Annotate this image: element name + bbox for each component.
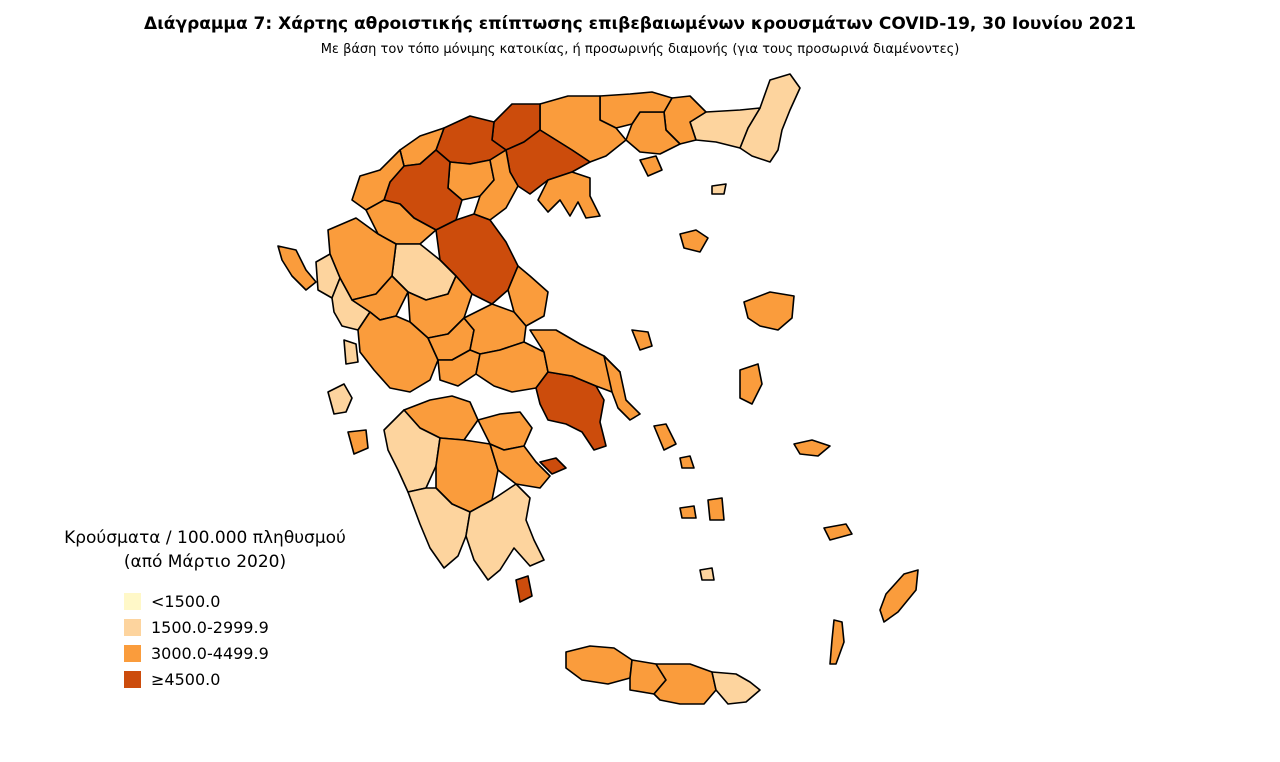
region-lakonia <box>465 483 545 581</box>
region-andros <box>653 423 677 451</box>
legend-swatch <box>124 618 141 636</box>
legend-label: <1500.0 <box>151 591 221 611</box>
region-lasithi <box>711 671 761 705</box>
region-karpathos <box>829 619 845 665</box>
region-kefallinia <box>327 383 353 415</box>
region-paros <box>679 505 697 519</box>
legend-item: ≥4500.0 <box>124 666 269 692</box>
region-kavala <box>625 111 681 155</box>
legend-item: 1500.0-2999.9 <box>124 614 269 640</box>
legend-title-line1: Κρούσματα / 100.000 πληθυσμού <box>64 528 346 548</box>
region-chalkidiki <box>537 171 601 219</box>
map-subtitle: Με βάση τον τόπο μόνιμης κατοικίας, ή πρ… <box>320 42 960 57</box>
legend-title-line2: (από Μάρτιο 2020) <box>123 552 287 572</box>
region-skyros <box>631 329 653 351</box>
region-zakynthos <box>347 429 369 455</box>
map-legend: Κρούσματα / 100.000 πληθυσμού (από Μάρτι… <box>40 526 370 689</box>
legend-label: 1500.0-2999.9 <box>151 617 269 637</box>
legend-label: ≥4500.0 <box>151 669 221 689</box>
region-santorini <box>699 567 715 581</box>
region-argolida <box>489 443 551 489</box>
region-kos <box>823 523 853 541</box>
region-evia-south <box>603 355 641 421</box>
legend-item: <1500.0 <box>124 588 269 614</box>
region-samothraki <box>711 183 727 195</box>
region-kerkyra <box>277 245 317 291</box>
legend-swatch <box>124 592 141 610</box>
legend-swatch <box>124 644 141 662</box>
legend-label: 3000.0-4499.9 <box>151 643 269 663</box>
region-thasos <box>639 155 663 177</box>
legend-item: 3000.0-4499.9 <box>124 640 269 666</box>
region-irakleio <box>653 663 717 705</box>
region-lesvos <box>743 291 795 331</box>
region-limnos <box>679 229 709 253</box>
region-chania <box>565 645 633 685</box>
region-tinos <box>679 455 695 469</box>
region-ileia <box>383 409 441 493</box>
region-chios <box>739 363 763 405</box>
region-pieria <box>473 149 519 221</box>
legend-swatch <box>124 670 141 688</box>
region-aegina <box>539 457 567 475</box>
region-naxos <box>707 497 725 521</box>
region-kastoria <box>351 149 405 211</box>
region-samos <box>793 439 831 457</box>
legend-items: <1500.0 1500.0-2999.9 3000.0-4499.9 ≥450… <box>124 588 269 692</box>
region-rhodes <box>879 569 919 623</box>
map-title: Διάγραμμα 7: Χάρτης αθροιστικής επίπτωση… <box>144 14 1136 34</box>
region-lefkada <box>343 339 359 365</box>
region-kythira <box>515 575 533 603</box>
